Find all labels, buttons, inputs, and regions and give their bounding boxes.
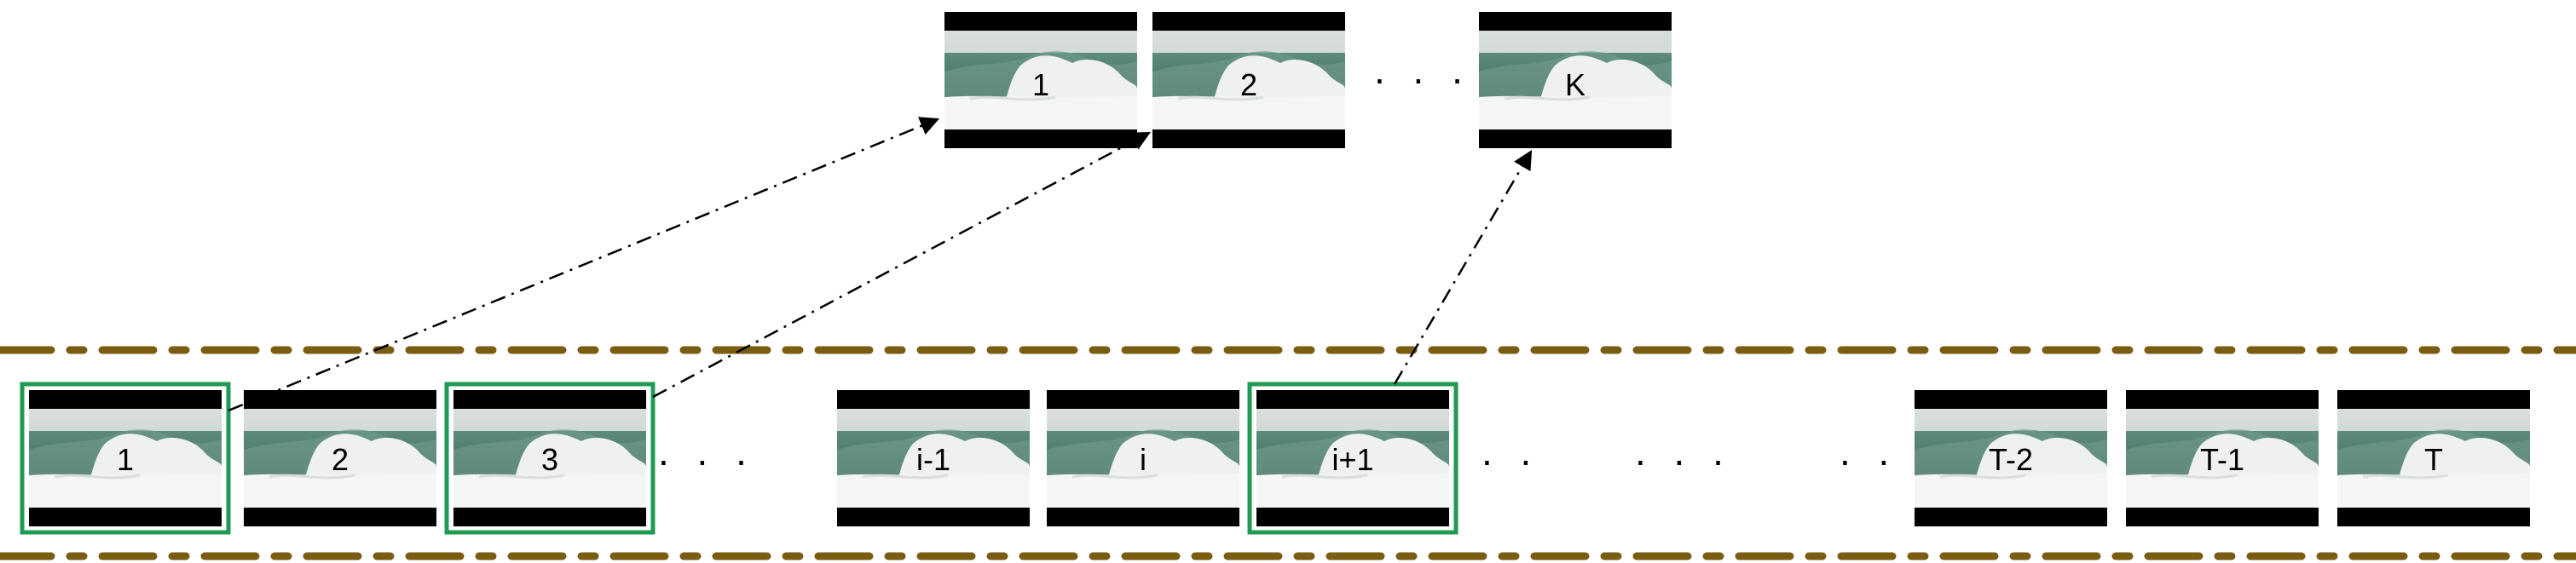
- arrow-frame-3-to-keyframe-2: [652, 131, 1151, 399]
- top-frame-k: K: [1477, 10, 1673, 150]
- top-ellipsis: . . .: [1374, 48, 1471, 92]
- bottom-frame-i-minus-1: i-1: [835, 388, 1031, 528]
- bottom-frame-label: 3: [541, 442, 558, 477]
- bottom-frame-2: 2: [242, 388, 438, 528]
- bottom-frame-1: 1: [27, 388, 223, 528]
- arrow-frame-i-plus-1-to-keyframe-k: [1393, 150, 1533, 385]
- bottom-ellipsis-1: . . .: [658, 429, 755, 474]
- bottom-frame-label: T-1: [2200, 442, 2244, 477]
- bottom-ellipsis-2: . .: [1481, 429, 1539, 474]
- bottom-frame-t-minus-2: T-2: [1913, 388, 2109, 528]
- bottom-frame-t-minus-1: T-1: [2124, 388, 2320, 528]
- bottom-frame-label: 1: [117, 442, 134, 477]
- bottom-frame-i: i: [1045, 388, 1241, 528]
- bottom-frame-t: T: [2336, 388, 2532, 528]
- bottom-frame-label: T: [2424, 442, 2443, 477]
- bottom-ellipsis-3: . . .: [1635, 429, 1732, 474]
- top-frame-label: 2: [1240, 67, 1257, 102]
- top-frame-1: 1: [943, 10, 1139, 150]
- top-frame-label: K: [1565, 67, 1585, 102]
- top-frame-2: 2: [1151, 10, 1347, 150]
- bottom-frame-label: i-1: [916, 442, 950, 477]
- bottom-frame-i-plus-1: i+1: [1255, 388, 1451, 528]
- top-frame-label: 1: [1032, 67, 1049, 102]
- bottom-frame-label: i: [1140, 442, 1146, 477]
- arrow-frame-1-to-keyframe-1: [228, 117, 940, 412]
- bottom-frame-label: 2: [332, 442, 349, 477]
- selection-box-frame-i-plus-1: [1247, 382, 1458, 535]
- bottom-frame-label: i+1: [1331, 442, 1373, 477]
- selection-box-frame-1: [20, 382, 231, 535]
- bottom-frame-label: T-2: [1989, 442, 2033, 477]
- bottom-ellipsis-4: . . .: [1840, 429, 1937, 474]
- selection-box-frame-3: [444, 382, 656, 535]
- bottom-frame-3: 3: [452, 388, 648, 528]
